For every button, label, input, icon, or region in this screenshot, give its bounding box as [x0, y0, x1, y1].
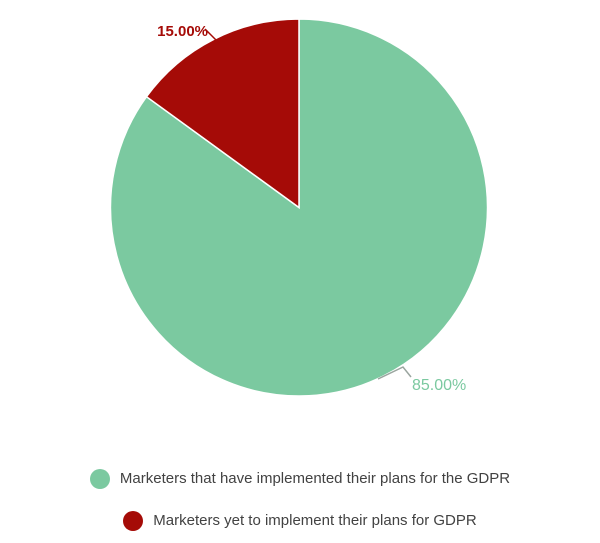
- legend: Marketers that have implemented their pl…: [0, 469, 600, 531]
- pie-slices: [109, 18, 489, 397]
- pie-chart: 15.00% 85.00%: [109, 18, 489, 397]
- pie-chart-area: 15.00% 85.00%: [109, 18, 489, 397]
- legend-swatch-not-implemented-circle-icon: [123, 511, 144, 531]
- leader-line-85-percent: [377, 366, 412, 380]
- legend-item-not-implemented[interactable]: Marketers yet to implement their plans f…: [123, 511, 477, 531]
- legend-swatch-implemented-circle-icon: [89, 469, 110, 489]
- legend-item-implemented[interactable]: Marketers that have implemented their pl…: [89, 469, 511, 489]
- slice-label-85-percent: 85.00%: [412, 377, 466, 394]
- leader-line-15-percent: [204, 28, 220, 44]
- legend-label-implemented: Marketers that have implemented their pl…: [119, 470, 511, 487]
- slice-label-15-percent: 15.00%: [157, 23, 208, 40]
- legend-label-not-implemented: Marketers yet to implement their plans f…: [153, 512, 477, 529]
- pie-slice-not-implemented[interactable]: [145, 18, 300, 209]
